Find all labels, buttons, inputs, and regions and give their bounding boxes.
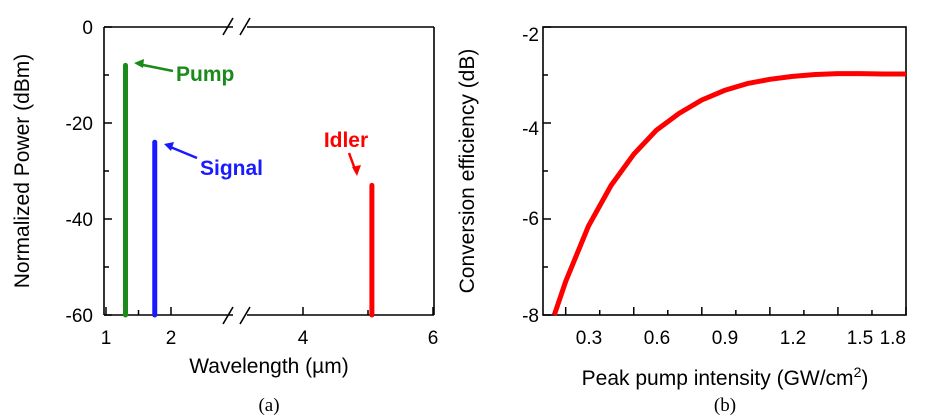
panel-a: 1 2 4 6 0 -20 -40 -60 Wavelength (µm) No…: [11, 17, 439, 416]
panel-b-frame: [542, 26, 907, 316]
y-tick-label: -8: [522, 306, 539, 327]
x-tick-label: 0.3: [576, 328, 602, 349]
x-tick-label: 1: [101, 328, 112, 349]
signal-label: Signal: [200, 157, 263, 180]
x-tick-label: 2: [166, 328, 177, 349]
y-tick-label: -60: [66, 306, 93, 327]
y-tick-label: -40: [66, 210, 93, 231]
efficiency-curve: [551, 71, 906, 316]
x-tick-label: 1.8: [880, 328, 906, 349]
x-tick-label: 6: [428, 328, 439, 349]
panel-a-ticks: [104, 26, 434, 316]
panel-b-series: [551, 71, 906, 316]
x-axis-title-close: ): [861, 367, 868, 390]
y-tick-label: -6: [522, 209, 539, 230]
idler-annotation: Idler: [324, 129, 368, 176]
x-tick-label: 0.6: [644, 328, 670, 349]
panel-b-ticks: [543, 26, 907, 316]
y-axis-title: Normalized Power (dBm): [11, 54, 34, 289]
panel-label-a: (a): [258, 395, 279, 416]
axis-break-marks: [222, 17, 251, 325]
y-tick-label: -20: [66, 114, 93, 135]
x-tick-label: 0.9: [712, 328, 738, 349]
pump-label: Pump: [176, 63, 234, 86]
x-axis-title-superscript: 2: [854, 364, 862, 380]
y-tick-label: -2: [522, 25, 539, 46]
panel-a-series: [123, 62, 375, 318]
idler-label: Idler: [324, 129, 368, 152]
pump-annotation: Pump: [134, 59, 234, 86]
panel-b: 0.3 0.6 0.9 1.2 1.5 1.8 -2 -4 -6 -8 Peak…: [456, 25, 907, 416]
x-axis-title: Wavelength (µm): [189, 355, 349, 378]
panel-label-b: (b): [714, 395, 736, 416]
x-axis-title: Peak pump intensity (GW/cm2): [582, 364, 869, 390]
y-tick-label: 0: [82, 18, 93, 39]
y-axis-title: Conversion efficiency (dB): [456, 49, 479, 294]
x-axis-title-text: Peak pump intensity (GW/cm: [582, 367, 854, 390]
x-tick-label: 4: [298, 328, 309, 349]
y-tick-label: -4: [522, 119, 539, 140]
signal-annotation: Signal: [164, 142, 263, 180]
x-tick-label: 1.2: [780, 328, 806, 349]
x-tick-label: 1.5: [847, 328, 873, 349]
